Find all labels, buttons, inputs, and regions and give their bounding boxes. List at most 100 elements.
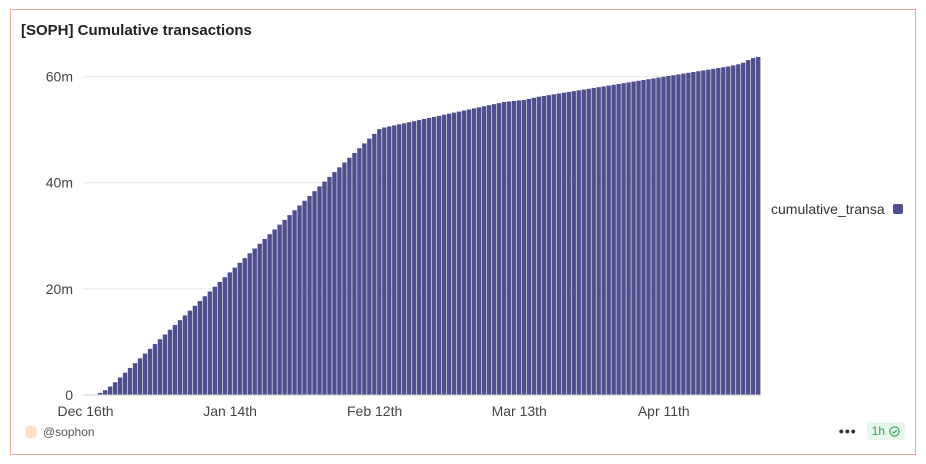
bar[interactable] — [551, 94, 557, 395]
bar[interactable] — [212, 286, 218, 395]
bar[interactable] — [382, 127, 387, 396]
bar[interactable] — [157, 339, 163, 395]
bar[interactable] — [571, 91, 576, 395]
bar[interactable] — [676, 74, 681, 396]
bar[interactable] — [367, 138, 372, 395]
bar[interactable] — [736, 64, 741, 395]
bar[interactable] — [192, 305, 198, 395]
bar[interactable] — [656, 77, 661, 395]
bar[interactable] — [272, 229, 277, 395]
bar[interactable] — [402, 123, 407, 395]
bar[interactable] — [626, 82, 631, 395]
bar[interactable] — [252, 248, 257, 395]
bar[interactable] — [307, 195, 312, 395]
bar[interactable] — [431, 116, 437, 395]
bar[interactable] — [586, 88, 591, 395]
bar[interactable] — [596, 87, 601, 396]
bar[interactable] — [102, 390, 108, 395]
bar[interactable] — [606, 85, 611, 395]
bar[interactable] — [152, 344, 158, 395]
bar[interactable] — [417, 120, 422, 395]
bar[interactable] — [387, 126, 392, 396]
bar[interactable] — [187, 310, 193, 395]
bar[interactable] — [392, 125, 397, 396]
bar[interactable] — [476, 107, 482, 395]
bar[interactable] — [526, 98, 532, 395]
more-dots-icon[interactable]: ••• — [838, 423, 857, 439]
bar[interactable] — [536, 96, 542, 396]
bar[interactable] — [312, 191, 317, 395]
bar[interactable] — [471, 108, 477, 395]
bar[interactable] — [691, 72, 696, 395]
bar[interactable] — [297, 205, 302, 395]
bar[interactable] — [197, 301, 203, 395]
bar[interactable] — [232, 267, 237, 395]
bar[interactable] — [636, 80, 641, 395]
bar[interactable] — [332, 172, 337, 395]
bar[interactable] — [746, 60, 751, 395]
bar[interactable] — [262, 238, 267, 395]
bar[interactable] — [531, 97, 537, 396]
bar[interactable] — [372, 133, 377, 396]
bar[interactable] — [436, 115, 442, 395]
bar[interactable] — [267, 234, 272, 395]
chart-legend[interactable]: cumulative_transa — [771, 201, 903, 217]
bar[interactable] — [142, 353, 148, 395]
bar[interactable] — [167, 329, 173, 395]
bar[interactable] — [616, 83, 621, 395]
bar[interactable] — [566, 91, 571, 396]
bar[interactable] — [486, 105, 492, 395]
bar[interactable] — [207, 291, 213, 396]
bar[interactable] — [706, 69, 711, 395]
bar[interactable] — [337, 167, 342, 395]
bar[interactable] — [621, 83, 626, 396]
bar[interactable] — [182, 315, 188, 395]
bar[interactable] — [661, 76, 666, 396]
bar[interactable] — [501, 102, 507, 396]
bar[interactable] — [122, 372, 128, 395]
bar[interactable] — [322, 181, 327, 395]
bar[interactable] — [397, 124, 402, 395]
bar[interactable] — [446, 113, 452, 395]
bar[interactable] — [347, 157, 352, 395]
author-link[interactable]: @sophon — [25, 425, 95, 439]
bar[interactable] — [292, 210, 297, 395]
bar[interactable] — [107, 386, 113, 395]
bar[interactable] — [426, 117, 432, 395]
bar[interactable] — [601, 86, 606, 396]
bar[interactable] — [451, 112, 457, 395]
bar[interactable] — [516, 100, 522, 396]
bar[interactable] — [591, 87, 596, 395]
bar[interactable] — [377, 129, 382, 395]
bar[interactable] — [127, 367, 133, 395]
bar[interactable] — [132, 363, 138, 395]
bar[interactable] — [412, 121, 417, 396]
bar[interactable] — [137, 358, 143, 395]
bar[interactable] — [576, 90, 581, 395]
bar[interactable] — [302, 200, 307, 395]
bar[interactable] — [441, 114, 447, 395]
bar[interactable] — [242, 258, 247, 395]
bar[interactable] — [541, 95, 547, 395]
bar[interactable] — [666, 76, 671, 395]
bar[interactable] — [422, 119, 427, 395]
bar[interactable] — [651, 78, 656, 396]
bar[interactable] — [172, 324, 178, 395]
bar[interactable] — [357, 148, 362, 395]
bar[interactable] — [721, 67, 726, 395]
bar[interactable] — [671, 75, 676, 396]
refresh-badge[interactable]: 1h — [866, 422, 905, 440]
bar[interactable] — [352, 152, 357, 395]
bar[interactable] — [546, 95, 552, 396]
bar[interactable] — [496, 103, 502, 395]
bar[interactable] — [202, 296, 208, 395]
bar[interactable] — [681, 73, 686, 395]
bar[interactable] — [701, 70, 706, 396]
bar[interactable] — [511, 100, 517, 395]
bar[interactable] — [561, 92, 566, 395]
bar[interactable] — [237, 262, 242, 395]
bar[interactable] — [287, 215, 292, 395]
bar[interactable] — [686, 72, 691, 395]
bar[interactable] — [696, 71, 701, 396]
bar[interactable] — [461, 110, 467, 395]
